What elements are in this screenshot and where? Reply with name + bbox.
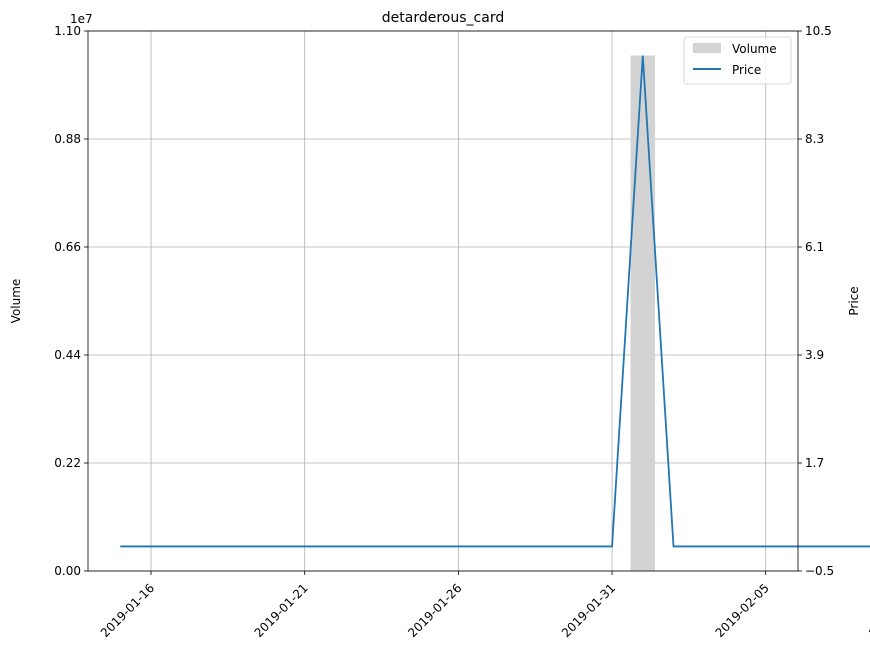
x-tick-label: 2019-01-16	[98, 581, 157, 640]
volume-bar	[630, 55, 656, 571]
left-tick-label: 0.00	[54, 564, 81, 578]
legend-volume-swatch	[693, 43, 721, 53]
left-tick-label: 0.22	[54, 456, 81, 470]
x-tick-label: 2019-02-10	[866, 581, 870, 640]
plot-background	[88, 31, 798, 571]
price-line	[120, 55, 870, 548]
legend-volume-label: Volume	[732, 42, 777, 56]
volume-bars	[630, 55, 656, 571]
legend-price-label: Price	[732, 63, 761, 77]
left-axis-ticks: 0.00 0.22 0.44 0.66 0.88 1.10	[54, 24, 88, 578]
price-line-group	[120, 55, 870, 548]
left-tick-label: 0.66	[54, 240, 81, 254]
legend: Volume Price	[683, 36, 792, 85]
right-axis-title: Price	[847, 286, 861, 315]
left-tick-label: 0.88	[54, 132, 81, 146]
x-tick-label: 2019-01-21	[252, 581, 311, 640]
right-tick-label: 10.5	[805, 24, 832, 38]
right-tick-label: 6.1	[805, 240, 824, 254]
right-axis-ticks: −0.5 1.7 3.9 6.1 8.3 10.5	[798, 24, 834, 578]
x-tick-label: 2019-01-26	[405, 581, 464, 640]
right-tick-label: 8.3	[805, 132, 824, 146]
left-tick-label: 1.10	[54, 24, 81, 38]
x-tick-label: 2019-02-05	[713, 581, 772, 640]
right-tick-label: −0.5	[805, 564, 834, 578]
left-tick-label: 0.44	[54, 348, 81, 362]
x-tick-label: 2019-01-31	[559, 581, 618, 640]
plot-frame	[87, 30, 799, 572]
left-axis-title: Volume	[9, 279, 23, 324]
left-axis-multiplier: 1e7	[70, 12, 93, 26]
right-tick-label: 1.7	[805, 456, 824, 470]
chart-title: detarderous_card	[382, 10, 504, 26]
x-axis-ticks: 2019-01-16 2019-01-21 2019-01-26 2019-01-31…	[98, 571, 870, 640]
right-tick-label: 3.9	[805, 348, 824, 362]
